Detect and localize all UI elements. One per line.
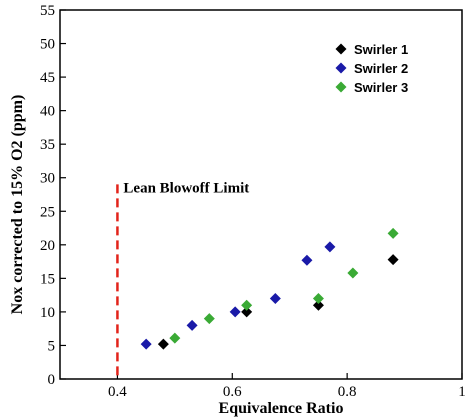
x-tick-label: 0.6 bbox=[223, 384, 242, 400]
lean-blowoff-label: Lean Blowoff Limit bbox=[123, 180, 249, 196]
data-point-series-2 bbox=[324, 241, 336, 253]
legend-marker bbox=[335, 81, 347, 93]
y-tick-label: 25 bbox=[40, 204, 55, 220]
y-axis-ticks: 0 5 10 15 20 25 30 35 40 45 50 55 bbox=[40, 3, 66, 388]
data-point-series-2 bbox=[269, 292, 281, 304]
data-point-series-3 bbox=[203, 313, 215, 325]
data-point-series-2 bbox=[229, 306, 241, 318]
y-tick-label: 5 bbox=[48, 338, 56, 354]
y-tick-label: 40 bbox=[40, 104, 55, 120]
y-tick-label: 55 bbox=[40, 3, 55, 19]
legend-label: Swirler 1 bbox=[354, 42, 408, 57]
x-axis-title: Equivalence Ratio bbox=[219, 400, 344, 417]
data-point-series-1 bbox=[241, 306, 253, 318]
data-point-series-1 bbox=[157, 338, 169, 350]
data-point-series-3 bbox=[312, 292, 324, 304]
y-tick-label: 20 bbox=[40, 238, 55, 254]
legend: Swirler 1 Swirler 2 Swirler 3 bbox=[335, 42, 408, 95]
legend-marker bbox=[335, 62, 347, 74]
data-point-series-1 bbox=[387, 254, 399, 266]
y-tick-label: 30 bbox=[40, 171, 55, 187]
annotations: Lean Blowoff Limit bbox=[116, 180, 249, 379]
x-axis-ticks: 0.4 0.6 0.8 1 bbox=[108, 373, 466, 400]
plot-frame bbox=[59, 9, 463, 380]
legend-label: Swirler 2 bbox=[354, 61, 408, 76]
data-point-series-2 bbox=[186, 319, 198, 331]
x-tick-label: 0.4 bbox=[108, 384, 127, 400]
data-point-series-3 bbox=[169, 332, 181, 344]
y-axis-title: Nox corrected to 15% O2 (ppm) bbox=[9, 95, 26, 315]
data-point-series-3 bbox=[347, 267, 359, 279]
y-tick-label: 35 bbox=[40, 137, 55, 153]
data-points bbox=[140, 227, 399, 350]
x-tick-label: 1 bbox=[458, 384, 466, 400]
y-tick-label: 0 bbox=[48, 372, 56, 388]
data-point-series-2 bbox=[140, 338, 152, 350]
x-tick-label: 0.8 bbox=[338, 384, 357, 400]
legend-marker bbox=[335, 43, 347, 55]
data-point-series-3 bbox=[241, 299, 253, 311]
data-point-series-3 bbox=[387, 227, 399, 239]
data-point-series-2 bbox=[301, 254, 313, 266]
y-tick-label: 15 bbox=[40, 271, 55, 287]
y-tick-label: 50 bbox=[40, 37, 55, 53]
data-point-series-1 bbox=[312, 299, 324, 311]
legend-label: Swirler 3 bbox=[354, 80, 408, 95]
y-tick-label: 45 bbox=[40, 70, 55, 86]
y-tick-label: 10 bbox=[40, 305, 55, 321]
